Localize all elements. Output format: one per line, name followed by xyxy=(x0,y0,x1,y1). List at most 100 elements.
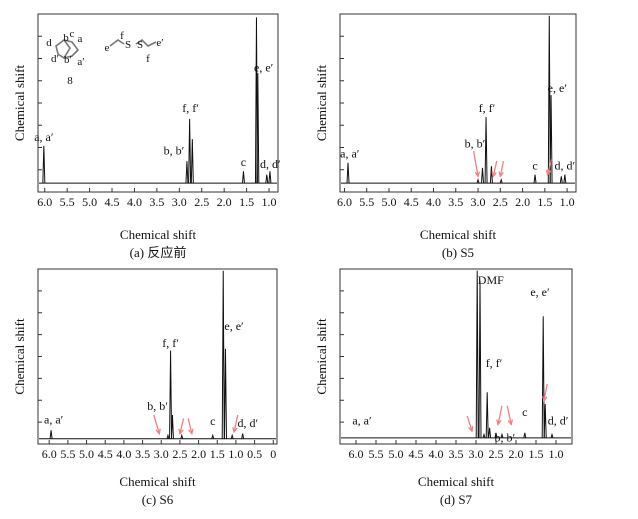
arrow-indicator xyxy=(506,405,512,425)
x-tick-label: 2.5 xyxy=(489,447,504,461)
x-tick-label: 5.0 xyxy=(82,195,97,209)
x-tick-label: 4.5 xyxy=(105,195,120,209)
x-tick-label: 5.5 xyxy=(359,195,374,209)
spectrum-peak xyxy=(256,73,260,184)
peak-label: c xyxy=(210,414,215,428)
arrow-head xyxy=(545,169,552,177)
spectrum-peak xyxy=(541,316,545,438)
spectrum-peak xyxy=(547,15,551,184)
spectrum-peak xyxy=(480,167,484,184)
spectrum-peak xyxy=(533,174,537,184)
arrow-head xyxy=(507,419,514,426)
structure-label: f xyxy=(146,53,150,65)
spectrum-peak xyxy=(188,118,192,184)
arrow-head xyxy=(496,419,502,426)
spectrum-peak xyxy=(49,430,53,439)
x-tick-label: 5.0 xyxy=(389,447,404,461)
structure-label: b xyxy=(63,32,69,44)
x-tick-label: 2.5 xyxy=(194,195,209,209)
ring-bonds xyxy=(55,39,80,59)
spectrum-peak xyxy=(563,174,567,184)
peak-label: d, d′ xyxy=(260,157,281,171)
x-axis-label: Chemical shift xyxy=(418,474,495,489)
spectrum-peak xyxy=(190,139,194,184)
structure-label: f xyxy=(120,30,124,42)
structure-label: c xyxy=(70,28,75,40)
panel-caption: (a) 反应前 xyxy=(130,245,187,260)
spectrum-peak xyxy=(230,433,234,439)
peak-label: d, d′ xyxy=(548,413,569,427)
x-tick-label: 5.5 xyxy=(60,447,75,461)
peak-label: d, d′ xyxy=(555,159,576,173)
spectrum-peak xyxy=(500,432,504,439)
x-tick-label: 1.0 xyxy=(228,447,243,461)
panel-caption: (c) S6 xyxy=(142,492,174,507)
x-axis-label: Chemical shift xyxy=(119,474,196,489)
arrow-head xyxy=(474,171,481,178)
x-tick-label: 5.0 xyxy=(79,447,94,461)
y-axis-label: Chemical shift xyxy=(12,65,27,142)
x-tick-label: 3.0 xyxy=(471,195,486,209)
spectrum-panel-1: 6.0 5.5 5.0 4.5 4.0 3.5 3.0 2.5 2.0 1.5 1.0 Chemica… xyxy=(12,13,281,260)
peak-label: a, a′ xyxy=(44,412,64,426)
arrow-head xyxy=(178,428,184,436)
structure-label: e xyxy=(105,42,110,54)
x-axis-label: Chemical shift xyxy=(420,227,497,242)
arrow-head xyxy=(498,171,504,178)
x-tick-label: 6.0 xyxy=(349,447,364,461)
spectrum-peak xyxy=(265,174,269,184)
structure-label: d′ xyxy=(51,53,59,65)
x-tick-label: 5.0 xyxy=(381,195,396,209)
x-tick-label: 3.5 xyxy=(448,195,463,209)
y-axis-label: Chemical shift xyxy=(314,318,329,395)
arrow-indicator xyxy=(187,418,193,434)
spectrum-peak xyxy=(549,95,553,184)
panel-caption: (b) S5 xyxy=(442,245,474,260)
x-tick-label: 1.0 xyxy=(549,447,564,461)
x-tick-label: 5.5 xyxy=(369,447,384,461)
x-tick-label: 2.0 xyxy=(217,195,232,209)
arrow-indicator xyxy=(179,418,185,434)
peak-label: b, b′ xyxy=(465,137,486,151)
peak-label: e, e′ xyxy=(224,319,244,333)
spectrum-panel-3: 6.0 5.5 5.0 4.5 4.0 3.5 3.0 2.5 2.0 1.5 1.0 0.5 0 Che… xyxy=(12,268,278,507)
peak-label: c xyxy=(532,159,537,173)
panel-caption: (d) S7 xyxy=(440,492,473,507)
spectrum-peak xyxy=(494,432,498,438)
spectrum-peak xyxy=(241,433,245,439)
spectrum-peak xyxy=(241,171,245,184)
x-tick-label: 4.5 xyxy=(98,447,113,461)
spectrum-peak xyxy=(221,270,225,439)
peak-label: f, f′ xyxy=(479,101,496,115)
spectrum-peak xyxy=(475,270,479,438)
spectrum-peak xyxy=(482,432,486,439)
x-tick-label: 3.5 xyxy=(149,195,164,209)
arrow-head xyxy=(542,395,548,403)
spectrum-panel-2: 6.0 5.5 5.0 4.5 4.0 3.5 3.0 2.5 2.0 1.5 1.0 Chemica… xyxy=(314,13,577,260)
x-tick-label: 3.0 xyxy=(469,447,484,461)
spectrum-peak xyxy=(268,171,272,184)
x-tick-label: 2.0 xyxy=(191,447,206,461)
x-tick-label: 2.0 xyxy=(515,195,530,209)
x-tick-label: 4.0 xyxy=(426,195,441,209)
ring-bridge xyxy=(63,39,71,59)
spectrum-peak xyxy=(499,177,503,184)
spectrum-peak xyxy=(488,427,492,438)
x-tick-label: 1.5 xyxy=(210,447,225,461)
x-tick-label: 4.5 xyxy=(409,447,424,461)
arrow-indicator xyxy=(546,159,553,175)
y-axis-label: Chemical shift xyxy=(12,318,27,395)
peak-label: e, e′ xyxy=(548,81,568,95)
arrow-head xyxy=(491,171,497,178)
arrow-head xyxy=(232,426,238,434)
structure-label: d xyxy=(46,37,52,49)
arrow-indicator xyxy=(492,160,498,177)
structure-label: S xyxy=(125,39,131,51)
structure-label: a xyxy=(78,33,83,45)
arrow-indicator xyxy=(497,405,503,425)
peak-label: c xyxy=(522,405,527,419)
spectrum-peak xyxy=(478,280,482,438)
peak-label: c xyxy=(241,155,246,169)
x-tick-label: 2.0 xyxy=(509,447,524,461)
structure-label: b′ xyxy=(64,54,72,66)
